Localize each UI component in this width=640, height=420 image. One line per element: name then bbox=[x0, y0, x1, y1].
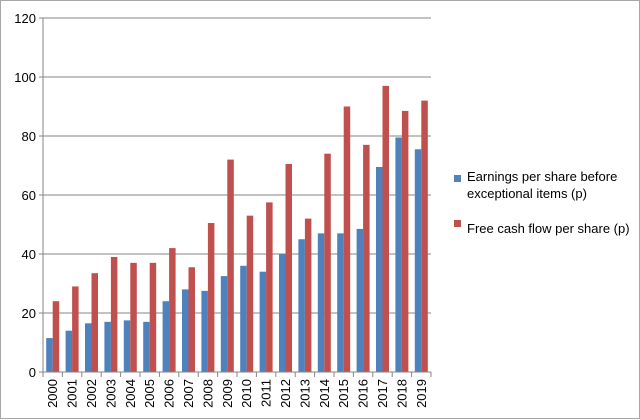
x-tick-label: 2003 bbox=[103, 379, 118, 408]
y-tick-label: 100 bbox=[14, 70, 36, 85]
cash-flow-bar bbox=[169, 248, 176, 372]
earnings-bar bbox=[279, 254, 286, 372]
earnings-bar bbox=[376, 166, 383, 372]
legend-swatch bbox=[454, 175, 461, 182]
cash-flow-bar bbox=[52, 301, 60, 372]
earnings-bar bbox=[104, 321, 111, 372]
earnings-bar bbox=[395, 137, 402, 372]
cash-flow-bar bbox=[363, 144, 370, 372]
x-tick-label: 2005 bbox=[142, 379, 157, 408]
x-tick-labels: 2000 2001 2002 2003 2004 2005 2006 2007 2008 2009… bbox=[45, 379, 429, 408]
cash-flow-bar bbox=[246, 215, 254, 372]
earnings-bar bbox=[85, 323, 92, 372]
cash-flow-bar bbox=[110, 256, 118, 372]
cash-flow-bar bbox=[72, 286, 79, 372]
y-tick-label: 60 bbox=[22, 188, 36, 203]
cash-flow-bar bbox=[91, 273, 98, 372]
x-tick-label: 2010 bbox=[239, 379, 254, 408]
cash-flow-bar bbox=[304, 218, 312, 372]
earnings-bar bbox=[220, 276, 228, 372]
x-tick-label: 2012 bbox=[278, 379, 293, 408]
earnings-bar bbox=[337, 233, 344, 372]
earnings-bar bbox=[414, 149, 422, 372]
cash-flow-bar bbox=[130, 262, 137, 372]
bars bbox=[46, 85, 428, 373]
earnings-bar bbox=[356, 228, 364, 372]
x-tick-label: 2009 bbox=[220, 379, 235, 408]
cash-flow-bar bbox=[207, 223, 215, 372]
x-tick-label: 2013 bbox=[297, 379, 312, 408]
earnings-bar bbox=[317, 233, 325, 372]
y-tick-labels: 0 20 40 60 80 100 120 bbox=[14, 11, 36, 380]
x-tick-label: 2002 bbox=[84, 379, 99, 408]
x-tick-label: 2017 bbox=[375, 379, 390, 408]
earnings-bar bbox=[259, 271, 267, 372]
legend-swatch bbox=[454, 220, 461, 227]
earnings-bar bbox=[201, 290, 208, 372]
y-tick-label: 40 bbox=[22, 247, 36, 262]
x-tick-label: 2018 bbox=[394, 379, 409, 408]
x-tick-label: 2006 bbox=[162, 379, 177, 408]
axes bbox=[39, 17, 432, 377]
x-tick-label: 2000 bbox=[45, 379, 60, 408]
earnings-bar bbox=[143, 321, 150, 372]
x-tick-label: 2001 bbox=[65, 379, 80, 408]
cash-flow-bar bbox=[227, 159, 234, 372]
cash-flow-bar bbox=[188, 267, 195, 372]
cash-flow-bar bbox=[324, 153, 331, 372]
cash-flow-bar bbox=[421, 100, 428, 372]
cash-flow-bar bbox=[266, 202, 273, 372]
y-tick-label: 0 bbox=[29, 365, 36, 380]
y-tick-label: 20 bbox=[22, 306, 36, 321]
legend: Earnings per share before exceptional ite… bbox=[454, 169, 630, 236]
x-tick-label: 2019 bbox=[414, 379, 429, 408]
earnings-bar bbox=[298, 239, 305, 372]
x-tick-label: 2014 bbox=[317, 379, 332, 408]
y-tick-label: 120 bbox=[14, 11, 36, 26]
earnings-bar bbox=[162, 301, 170, 372]
x-tick-label: 2008 bbox=[200, 379, 215, 408]
cash-flow-bar bbox=[343, 106, 351, 372]
earnings-bar bbox=[182, 289, 189, 372]
cash-flow-bar bbox=[285, 164, 292, 372]
earnings-bar bbox=[46, 338, 53, 372]
earnings-bar bbox=[240, 265, 247, 372]
cash-flow-bar bbox=[401, 110, 409, 373]
gridlines bbox=[43, 17, 431, 314]
earnings-bar bbox=[123, 320, 131, 372]
y-tick-label: 80 bbox=[22, 129, 36, 144]
legend-label: Earnings per share before bbox=[467, 169, 617, 184]
cash-flow-bar bbox=[382, 85, 389, 372]
x-tick-label: 2011 bbox=[259, 379, 274, 407]
legend-label: exceptional items (p) bbox=[467, 186, 587, 201]
earnings-bar bbox=[65, 330, 73, 372]
x-tick-label: 2015 bbox=[336, 379, 351, 408]
legend-label: Free cash flow per share (p) bbox=[467, 221, 630, 236]
x-tick-label: 2004 bbox=[123, 379, 138, 408]
x-tick-label: 2007 bbox=[181, 379, 196, 408]
cash-flow-bar bbox=[149, 262, 157, 372]
x-tick-label: 2016 bbox=[356, 379, 371, 408]
